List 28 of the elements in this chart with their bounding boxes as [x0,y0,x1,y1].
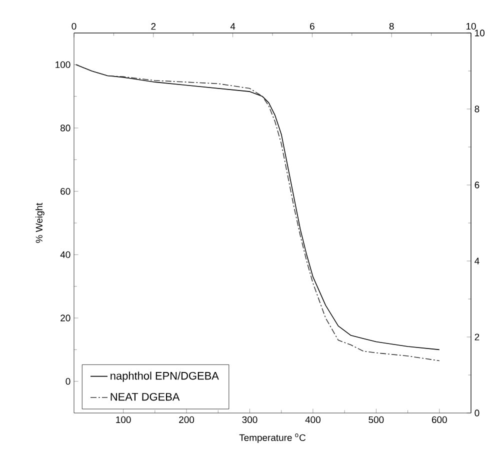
x-tick-label: 600 [432,416,447,424]
x2-tick-label: 2 [151,23,156,30]
x2-tick-label: 10 [466,22,476,30]
x2-tick-label: 8 [389,22,394,30]
y-tick-label: 100 [56,61,70,68]
y2-tick-label: 4 [474,258,480,264]
y2-tick-label: 0 [474,410,480,416]
y-tick-label: 20 [60,314,70,322]
legend-label: naphthol EPN/DGEBA [110,372,219,382]
legend-label: NEAT DGEBA [110,392,180,401]
x-tick-label: 500 [368,416,384,424]
y-tick-label: 60 [60,188,70,195]
x-tick-label: 200 [179,416,194,424]
y2-tick-label: 10 [475,30,485,36]
y-tick-label: 80 [60,124,70,132]
y2-tick-label: 8 [474,106,480,112]
y2-tick-label: 6 [474,182,480,188]
y-tick-label: 0 [66,378,70,385]
x-tick-label: 300 [242,416,258,424]
y-tick-label: 40 [60,251,70,258]
x2-tick-label: 6 [310,22,314,30]
x-tick-label: 400 [305,416,320,424]
x-axis-title: Temperature $^{o}$C [239,434,306,443]
x2-tick-label: 4 [230,23,236,30]
y-axis-title: % Weight [36,202,44,243]
x-tick-label: 100 [116,416,131,424]
y2-tick-label: 2 [474,334,480,340]
x2-tick-label: 0 [72,22,76,30]
